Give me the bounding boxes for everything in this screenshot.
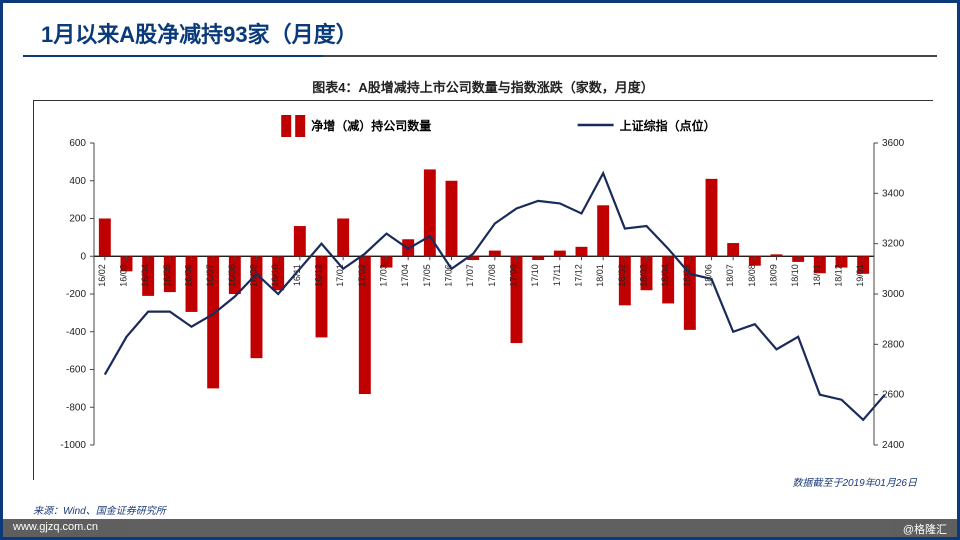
svg-text:3200: 3200: [882, 239, 905, 250]
svg-text:18/06: 18/06: [704, 264, 714, 287]
svg-text:200: 200: [69, 214, 86, 225]
svg-text:17/12: 17/12: [574, 264, 584, 287]
svg-text:17/07: 17/07: [465, 264, 475, 287]
svg-text:16/05: 16/05: [162, 264, 172, 287]
svg-text:16/10: 16/10: [270, 264, 280, 287]
svg-text:0: 0: [80, 251, 86, 262]
svg-text:-800: -800: [66, 402, 86, 413]
svg-text:16/06: 16/06: [184, 264, 194, 287]
svg-text:17/10: 17/10: [530, 264, 540, 287]
footer-source: 来源：Wind、国金证券研究所: [33, 502, 166, 517]
svg-text:19/01: 19/01: [855, 264, 865, 287]
svg-text:17/05: 17/05: [422, 264, 432, 287]
svg-text:17/08: 17/08: [487, 264, 497, 287]
chart-region: 图表4：A股增减持上市公司数量与指数涨跌（家数，月度） -1000 -800 -60…: [33, 73, 933, 493]
svg-text:3600: 3600: [882, 138, 905, 149]
footer-date: 数据截至于2019年01月26日: [793, 474, 918, 489]
svg-text:18/07: 18/07: [725, 264, 735, 287]
svg-text:17/04: 17/04: [400, 264, 410, 287]
svg-text:净增（减）持公司数量: 净增（减）持公司数量: [311, 118, 431, 133]
svg-text:17/02: 17/02: [357, 264, 367, 287]
svg-text:18/01: 18/01: [595, 264, 605, 287]
svg-text:3000: 3000: [882, 289, 905, 300]
svg-text:18/02: 18/02: [617, 264, 627, 287]
svg-text:16/08: 16/08: [227, 264, 237, 287]
title-rule: [23, 55, 937, 57]
svg-text:18/10: 18/10: [790, 264, 800, 287]
chart-caption: 图表4：A股增减持上市公司数量与指数涨跌（家数，月度）: [33, 73, 933, 100]
svg-text:16/12: 16/12: [314, 264, 324, 287]
svg-text:18/09: 18/09: [769, 264, 779, 287]
svg-text:18/11: 18/11: [812, 264, 822, 286]
svg-text:17/09: 17/09: [509, 264, 519, 287]
svg-text:-200: -200: [66, 289, 86, 300]
svg-text:16/02: 16/02: [97, 264, 107, 287]
svg-text:600: 600: [69, 138, 86, 149]
chart-svg: -1000-800-600-400-2000200400600240026002…: [34, 101, 934, 481]
svg-text:-400: -400: [66, 327, 86, 338]
svg-text:3400: 3400: [882, 188, 905, 199]
svg-text:16/03: 16/03: [119, 264, 129, 287]
page-title: 1月以来A股净减持93家（月度）: [3, 3, 957, 55]
svg-text:18/04: 18/04: [660, 264, 670, 287]
url-right: @格隆汇: [903, 521, 947, 535]
svg-text:16/07: 16/07: [205, 264, 215, 287]
url-bar: www.gjzq.com.cn @格隆汇: [3, 519, 957, 537]
svg-text:18/12: 18/12: [834, 264, 844, 287]
svg-text:17/03: 17/03: [379, 264, 389, 287]
chart-box: -1000-800-600-400-2000200400600240026002…: [33, 100, 933, 480]
svg-text:400: 400: [69, 176, 86, 187]
svg-text:17/11: 17/11: [552, 264, 562, 286]
svg-text:2800: 2800: [882, 339, 905, 350]
svg-text:2400: 2400: [882, 440, 905, 451]
svg-text:16/04: 16/04: [140, 264, 150, 287]
svg-text:上证综指（点位）: 上证综指（点位）: [620, 118, 716, 133]
svg-text:18/08: 18/08: [747, 264, 757, 287]
svg-text:-1000: -1000: [60, 440, 86, 451]
url-left: www.gjzq.com.cn: [13, 521, 98, 535]
svg-text:18/03: 18/03: [639, 264, 649, 287]
svg-text:-600: -600: [66, 365, 86, 376]
slide-frame: 1月以来A股净减持93家（月度） 图表4：A股增减持上市公司数量与指数涨跌（家数…: [0, 0, 960, 540]
